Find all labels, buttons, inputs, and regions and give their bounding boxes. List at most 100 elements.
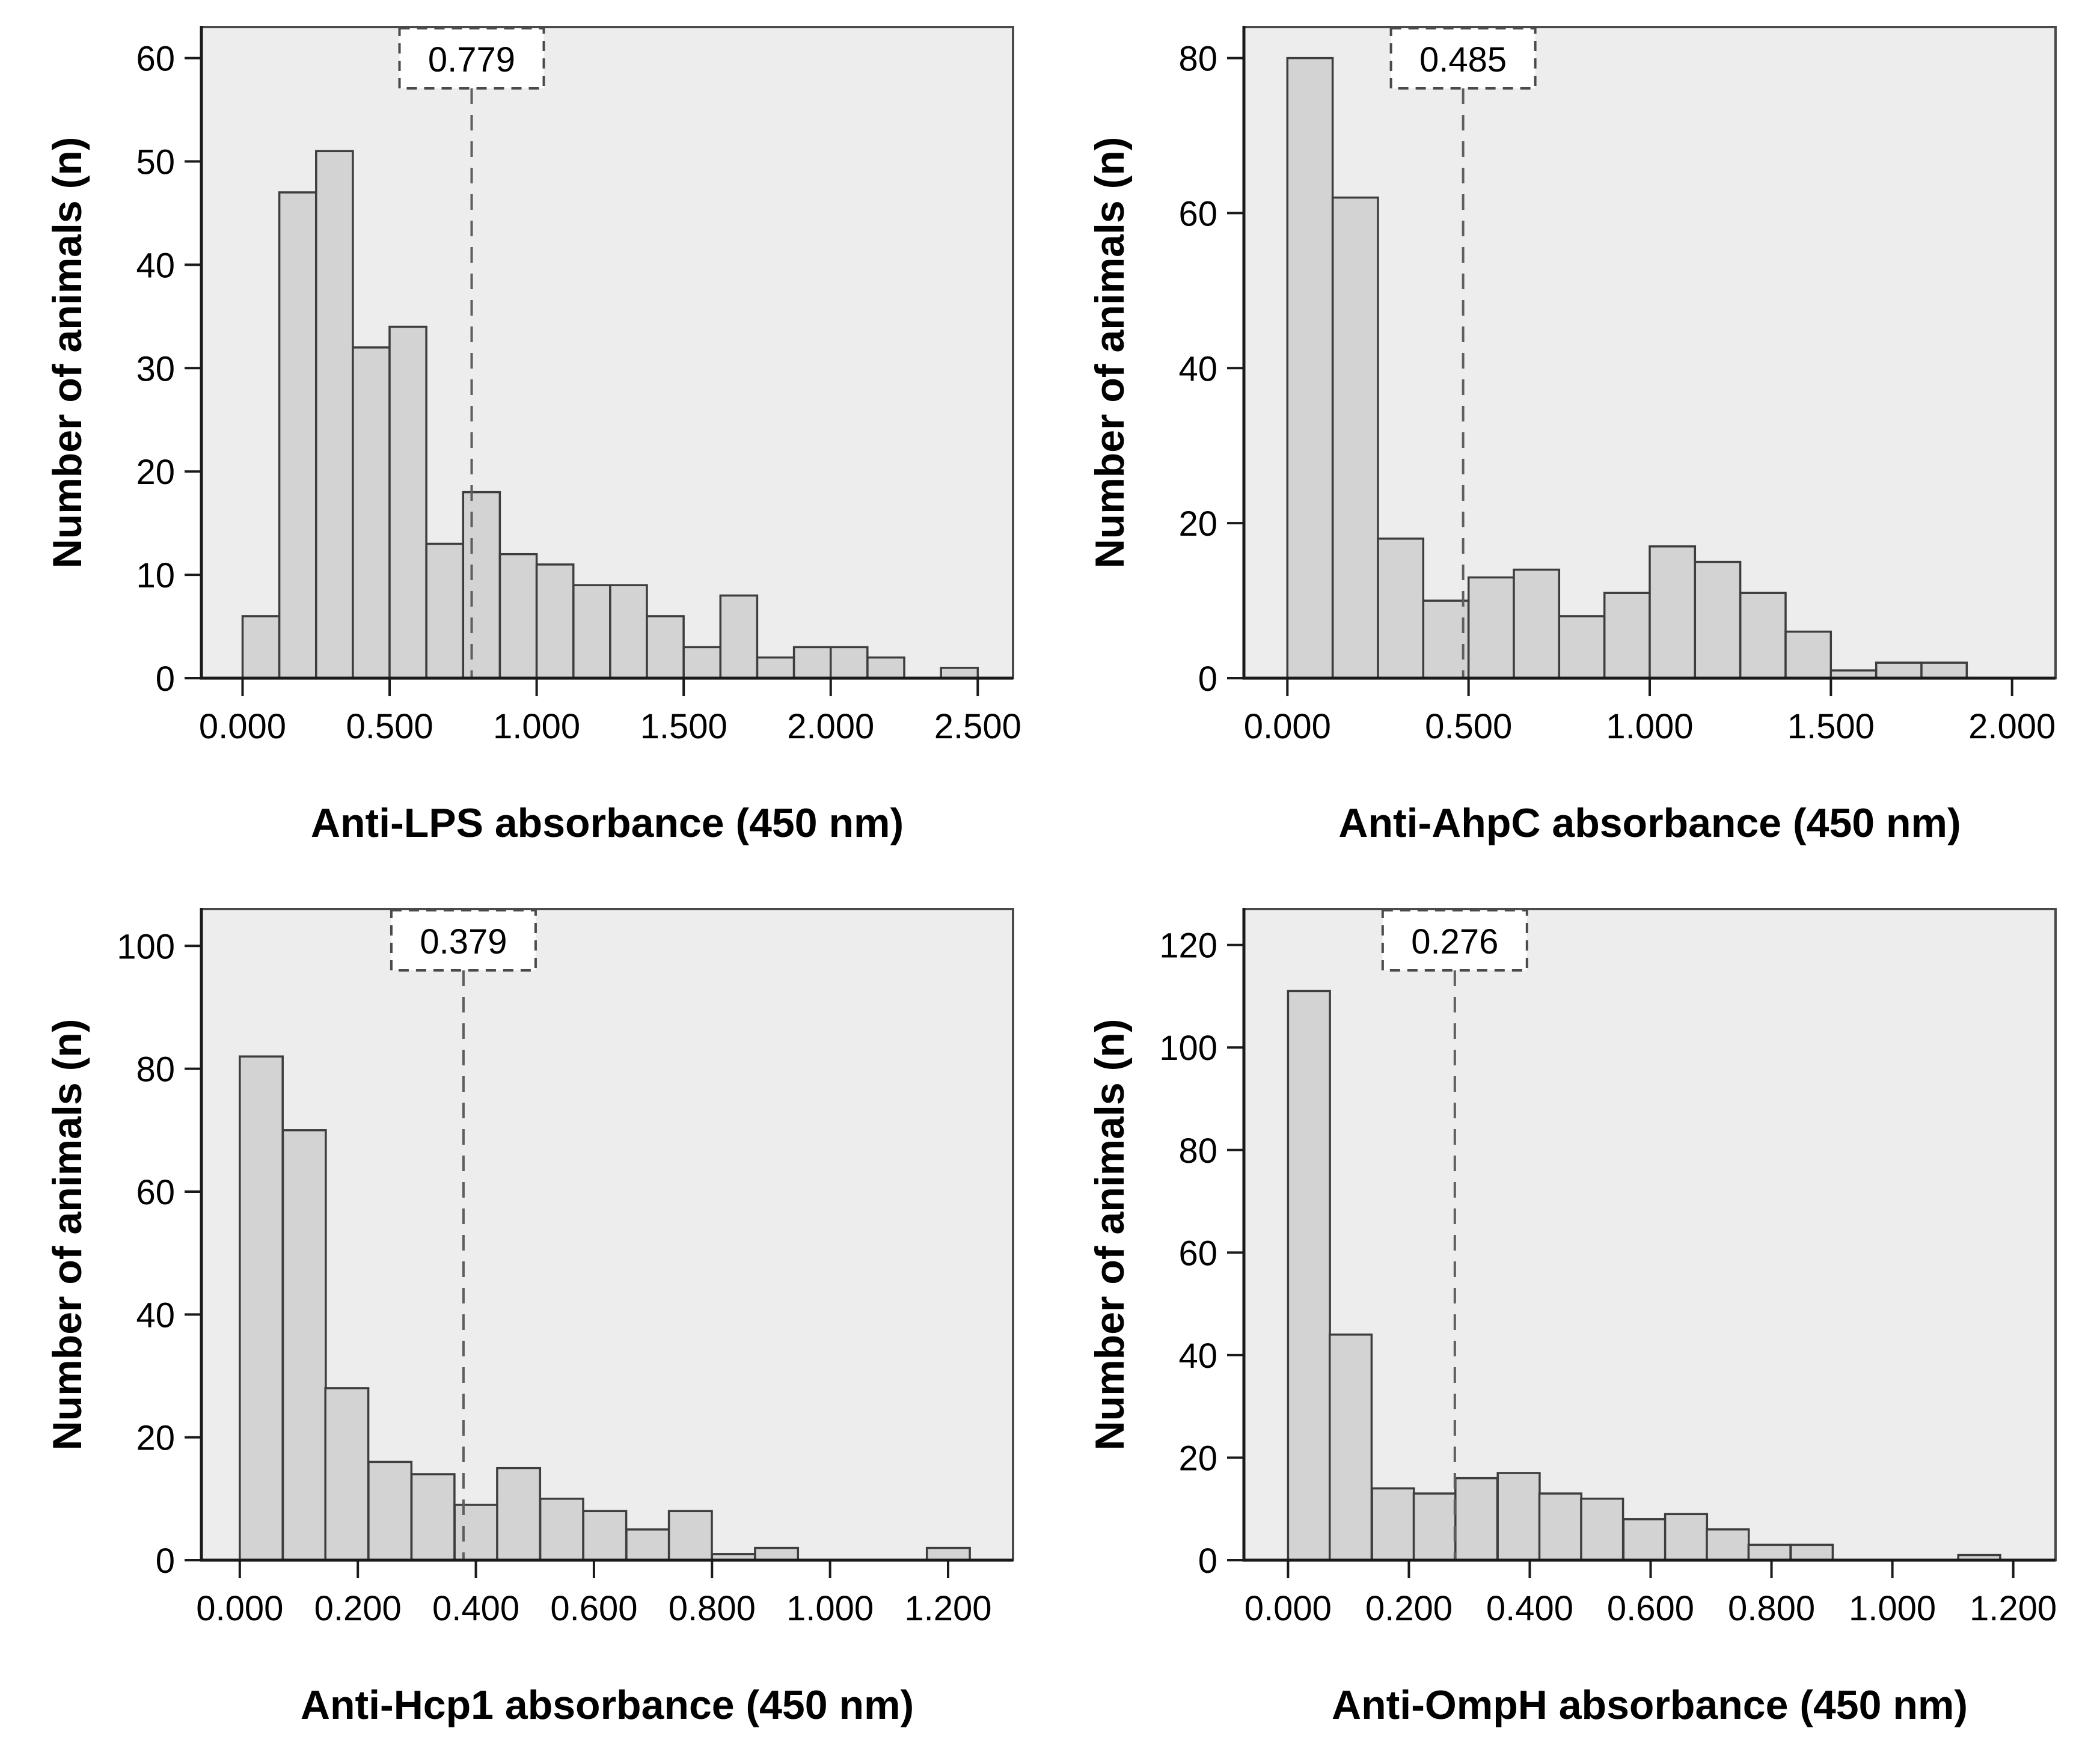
x-tick-label: 1.500 xyxy=(1787,707,1875,746)
x-tick-label: 0.200 xyxy=(1365,1589,1453,1628)
histogram-bar xyxy=(667,1510,713,1561)
y-tick-label: 0 xyxy=(156,1542,175,1581)
histogram-bar xyxy=(425,542,465,679)
x-tick-label: 0.000 xyxy=(1245,1589,1332,1628)
y-tick-label: 10 xyxy=(136,556,175,595)
y-tick-label: 40 xyxy=(136,1296,175,1335)
y-tick-label: 40 xyxy=(1178,349,1217,388)
histogram-bar xyxy=(239,1055,284,1561)
y-tick-label: 40 xyxy=(1178,1337,1217,1376)
histogram-bar xyxy=(1603,592,1651,679)
cutoff-label-box xyxy=(1381,909,1528,972)
x-tick-label: 0.000 xyxy=(1244,707,1331,746)
histogram-bar xyxy=(324,1387,370,1561)
y-tick-label: 100 xyxy=(1159,1029,1217,1068)
histogram-bar xyxy=(1377,537,1425,679)
x-tick-label: 1.000 xyxy=(493,707,580,746)
x-axis-title: Anti-AhpC absorbance (450 nm) xyxy=(1338,800,1961,846)
histogram-bar xyxy=(1412,1492,1457,1561)
histogram-bar xyxy=(241,615,281,679)
x-tick-label: 2.000 xyxy=(1968,707,2056,746)
x-tick-label: 1.200 xyxy=(1970,1589,2057,1628)
histogram-bar xyxy=(1513,568,1561,679)
histogram-bar xyxy=(1920,661,1968,679)
histogram-bar xyxy=(498,553,538,679)
x-tick-label: 2.500 xyxy=(934,707,1021,746)
cutoff-label-box xyxy=(398,27,545,90)
histogram-bar xyxy=(1422,599,1470,679)
x-tick-label: 0.200 xyxy=(314,1589,402,1628)
histogram-bar xyxy=(1371,1487,1415,1561)
histogram-bar xyxy=(792,646,832,679)
histogram-bar xyxy=(462,491,501,679)
y-tick-label: 20 xyxy=(136,1419,175,1458)
x-tick-label: 1.000 xyxy=(1606,707,1693,746)
histogram-bar xyxy=(1558,615,1606,679)
histogram-bar xyxy=(1694,560,1742,679)
panel-anti-lps: 0.779 0 10 20 30 40 50 60 0.000 0.500 1.000 1.500 2.… xyxy=(0,0,1042,882)
panel-anti-ahpc: 0.485 0 20 40 60 80 0.000 0.500 1.000 1.500 2.000 A… xyxy=(1042,0,2085,882)
histogram-bar xyxy=(625,1528,671,1561)
y-axis-title: Number of animals (n) xyxy=(44,1019,90,1451)
histogram-bar xyxy=(1747,1543,1792,1561)
y-tick-label: 100 xyxy=(117,927,175,966)
x-tick-label: 0.400 xyxy=(1486,1589,1573,1628)
x-tick-label: 1.500 xyxy=(640,707,727,746)
cutoff-label: 0.485 xyxy=(1419,40,1507,79)
panel-anti-hcp1: 0.379 0 20 40 60 80 100 0.000 0.200 0.400 0.600 0.8… xyxy=(0,882,1042,1764)
histogram-bar xyxy=(1622,1518,1667,1561)
histogram-bar xyxy=(278,191,317,679)
histogram-bar xyxy=(1538,1492,1582,1561)
histogram-bar xyxy=(1454,1477,1499,1561)
cutoff-label: 0.379 xyxy=(420,922,507,961)
histogram-bar xyxy=(410,1473,456,1561)
histogram-bar xyxy=(866,656,905,679)
cutoff-label-box xyxy=(1389,27,1537,90)
histogram-bar xyxy=(925,1546,971,1561)
x-axis-title: Anti-Hcp1 absorbance (450 nm) xyxy=(301,1682,914,1728)
y-tick-label: 60 xyxy=(136,40,175,79)
x-tick-label: 0.000 xyxy=(199,707,286,746)
y-tick-label: 0 xyxy=(1198,1542,1217,1581)
y-tick-label: 0 xyxy=(156,660,175,699)
anti-lps-chart: 0.779 0 10 20 30 40 50 60 0.000 0.500 1.000 1.500 2.… xyxy=(44,26,1021,846)
histogram-bar xyxy=(572,584,611,679)
histogram-bar xyxy=(1467,576,1515,679)
histogram-bar xyxy=(1328,1334,1373,1561)
histogram-bar xyxy=(682,646,722,679)
cutoff-label: 0.779 xyxy=(428,40,515,79)
plot-area xyxy=(1243,908,2057,1561)
histogram-bar xyxy=(1784,630,1832,679)
y-tick-label: 60 xyxy=(1178,194,1217,233)
histogram-bar xyxy=(539,1498,584,1561)
anti-omph-chart: 0.276 0 20 40 60 80 100 120 0.000 0.200 0.400 0.600… xyxy=(1087,908,2057,1728)
y-tick-label: 80 xyxy=(136,1050,175,1089)
histogram-bar xyxy=(1331,196,1379,679)
histogram-bar xyxy=(719,594,759,679)
histogram-bar xyxy=(754,1546,800,1561)
histogram-bar xyxy=(315,150,354,679)
histogram-bar xyxy=(1706,1528,1750,1561)
histogram-bar xyxy=(367,1460,413,1561)
x-tick-label: 1.200 xyxy=(904,1589,991,1628)
histogram-bar xyxy=(940,667,979,679)
histogram-bar xyxy=(453,1504,499,1561)
histogram-bar xyxy=(1287,990,1331,1561)
x-tick-label: 0.500 xyxy=(346,707,433,746)
y-axis-title: Number of animals (n) xyxy=(1087,137,1133,569)
y-tick-label: 80 xyxy=(1178,40,1217,79)
histogram-bar xyxy=(756,656,795,679)
anti-ahpc-chart: 0.485 0 20 40 60 80 0.000 0.500 1.000 1.500 2.000 A… xyxy=(1087,26,2057,846)
x-axis-title: Anti-LPS absorbance (450 nm) xyxy=(311,800,904,846)
x-tick-label: 0.800 xyxy=(669,1589,756,1628)
x-tick-label: 1.000 xyxy=(786,1589,874,1628)
histogram-bar xyxy=(609,584,648,679)
y-tick-label: 20 xyxy=(1178,1439,1217,1478)
y-tick-label: 20 xyxy=(1178,504,1217,544)
y-tick-label: 40 xyxy=(136,246,175,285)
x-tick-label: 0.600 xyxy=(550,1589,637,1628)
histogram-bar xyxy=(281,1129,327,1561)
x-tick-label: 0.600 xyxy=(1607,1589,1694,1628)
y-axis-title: Number of animals (n) xyxy=(44,137,90,569)
